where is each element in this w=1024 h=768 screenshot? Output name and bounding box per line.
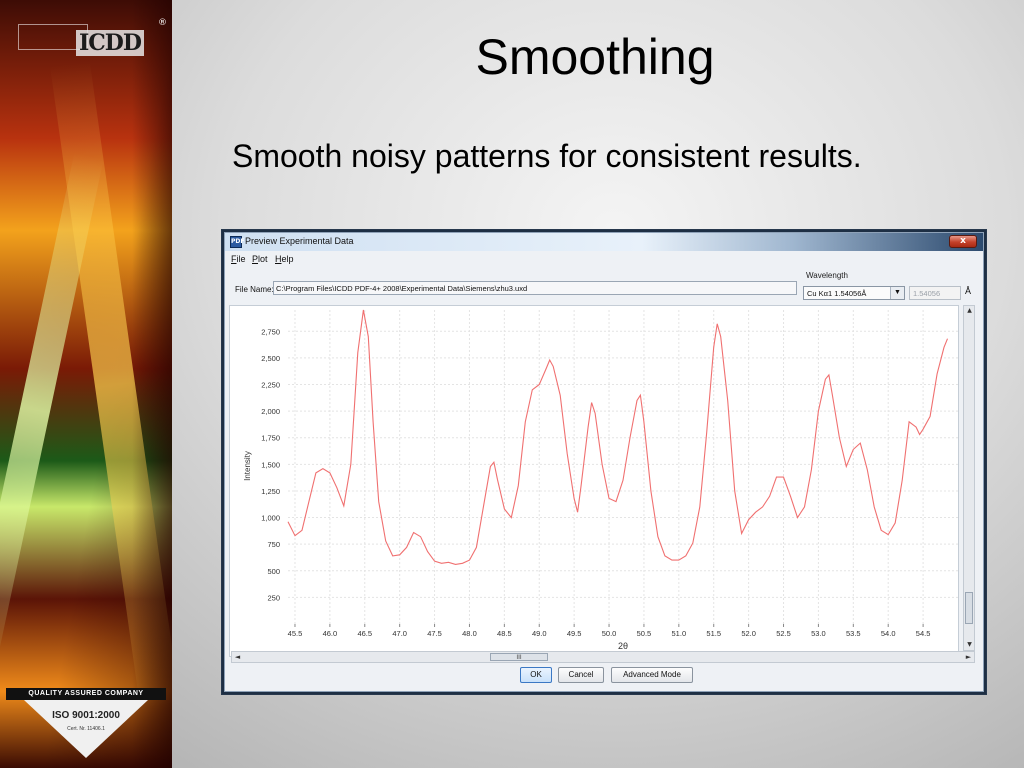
x-axis-ticks: 45.5 46.0 46.5 47.0 47.5 48.0 48.5 49.0 49.5 50.0… bbox=[288, 624, 931, 638]
y-tick-label: 1,750 bbox=[261, 434, 280, 443]
wavelength-selected-value: Cu Kα1 1.54056Å bbox=[807, 289, 867, 298]
x-tick-label: 49.0 bbox=[532, 629, 547, 638]
advanced-mode-button[interactable]: Advanced Mode bbox=[611, 667, 693, 683]
x-tick-label: 46.0 bbox=[323, 629, 338, 638]
menu-file[interactable]: File bbox=[231, 254, 246, 264]
preview-window: PDF Preview Experimental Data x File Plo… bbox=[221, 229, 987, 695]
y-tick-label: 1,000 bbox=[261, 514, 280, 523]
x-tick-label: 52.0 bbox=[741, 629, 756, 638]
registered-mark: ® bbox=[158, 18, 167, 28]
chevron-down-icon[interactable]: ▼ bbox=[890, 287, 904, 299]
x-tick-label: 50.5 bbox=[637, 629, 652, 638]
app-icon: PDF bbox=[230, 236, 244, 248]
x-tick-label: 45.5 bbox=[288, 629, 303, 638]
y-tick-label: 1,250 bbox=[261, 487, 280, 496]
band-shadow bbox=[132, 0, 172, 768]
cancel-button[interactable]: Cancel bbox=[558, 667, 604, 683]
y-tick-label: 250 bbox=[267, 593, 280, 602]
x-tick-label: 46.5 bbox=[357, 629, 372, 638]
y-axis-ticks: 250 500 750 1,000 1,250 1,500 1,750 2,000 2,250 2… bbox=[261, 327, 280, 602]
x-tick-label: 54.0 bbox=[881, 629, 896, 638]
vertical-scrollbar[interactable]: ▲ ▼ bbox=[963, 305, 975, 651]
file-name-field[interactable]: C:\Program Files\ICDD PDF-4+ 2008\Experi… bbox=[273, 281, 797, 295]
iso-badge-cert: Cert. Nr. 11406.1 bbox=[67, 726, 105, 732]
scroll-left-icon[interactable]: ◄ bbox=[234, 653, 241, 661]
decorative-side-band bbox=[0, 0, 172, 768]
slide-title: Smoothing bbox=[475, 29, 715, 85]
x-tick-label: 53.0 bbox=[811, 629, 826, 638]
y-axis-label: Intensity bbox=[243, 451, 252, 481]
iso-badge-header: QUALITY ASSURED COMPANY bbox=[6, 688, 166, 700]
window-title: Preview Experimental Data bbox=[245, 236, 354, 246]
intensity-series-line bbox=[287, 309, 949, 565]
wavelength-value-field[interactable]: 1.54056 bbox=[909, 286, 961, 300]
x-tick-label: 48.5 bbox=[497, 629, 512, 638]
x-tick-label: 49.5 bbox=[567, 629, 582, 638]
x-tick-label: 51.5 bbox=[706, 629, 721, 638]
ok-button[interactable]: OK bbox=[520, 667, 552, 683]
slide-subtitle: Smooth noisy patterns for consistent res… bbox=[232, 138, 862, 174]
x-tick-label: 50.0 bbox=[602, 629, 617, 638]
intensity-chart: 250 500 750 1,000 1,250 1,500 1,750 2,000 2,250 2… bbox=[243, 309, 958, 651]
icdd-logo: ICDD ® bbox=[18, 16, 168, 58]
file-name-label: File Name: bbox=[235, 285, 274, 294]
y-tick-label: 1,500 bbox=[261, 460, 280, 469]
scroll-right-icon[interactable]: ► bbox=[965, 653, 972, 661]
horizontal-scrollbar[interactable]: ◄ III ► bbox=[231, 651, 975, 663]
logo-text: ICDD bbox=[76, 30, 144, 56]
y-tick-label: 2,000 bbox=[261, 407, 280, 416]
close-button[interactable]: x bbox=[949, 235, 977, 248]
x-tick-label: 47.5 bbox=[427, 629, 442, 638]
y-tick-label: 2,750 bbox=[261, 327, 280, 336]
x-tick-label: 47.0 bbox=[392, 629, 407, 638]
x-axis-label: 2θ bbox=[618, 641, 628, 651]
y-tick-label: 2,500 bbox=[261, 354, 280, 363]
wavelength-select[interactable]: Cu Kα1 1.54056Å ▼ bbox=[803, 286, 905, 300]
window-titlebar[interactable]: PDF Preview Experimental Data x bbox=[225, 233, 983, 251]
y-tick-label: 2,250 bbox=[261, 381, 280, 390]
y-tick-label: 750 bbox=[267, 540, 280, 549]
window-body: PDF Preview Experimental Data x File Plo… bbox=[224, 232, 984, 692]
chart-grid bbox=[288, 310, 958, 624]
x-tick-label: 52.5 bbox=[776, 629, 791, 638]
iso-certification-badge: QUALITY ASSURED COMPANY ISO 9001:2000 Ce… bbox=[6, 688, 166, 760]
iso-badge-title: ISO 9001:2000 bbox=[52, 710, 120, 721]
y-tick-label: 500 bbox=[267, 567, 280, 576]
x-tick-label: 53.5 bbox=[846, 629, 861, 638]
scroll-down-icon[interactable]: ▼ bbox=[967, 641, 972, 648]
x-tick-label: 51.0 bbox=[672, 629, 687, 638]
menu-plot[interactable]: Plot bbox=[252, 254, 268, 264]
horizontal-scroll-thumb[interactable]: III bbox=[490, 653, 548, 661]
menu-help[interactable]: Help bbox=[275, 254, 294, 264]
x-tick-label: 48.0 bbox=[462, 629, 477, 638]
wavelength-unit: Å bbox=[965, 286, 972, 296]
x-tick-label: 54.5 bbox=[916, 629, 931, 638]
vertical-scroll-thumb[interactable] bbox=[965, 592, 973, 624]
wavelength-label: Wavelength bbox=[806, 271, 848, 280]
plot-area[interactable]: 250 500 750 1,000 1,250 1,500 1,750 2,000 2,250 2… bbox=[229, 305, 959, 657]
scroll-up-icon[interactable]: ▲ bbox=[967, 307, 972, 314]
